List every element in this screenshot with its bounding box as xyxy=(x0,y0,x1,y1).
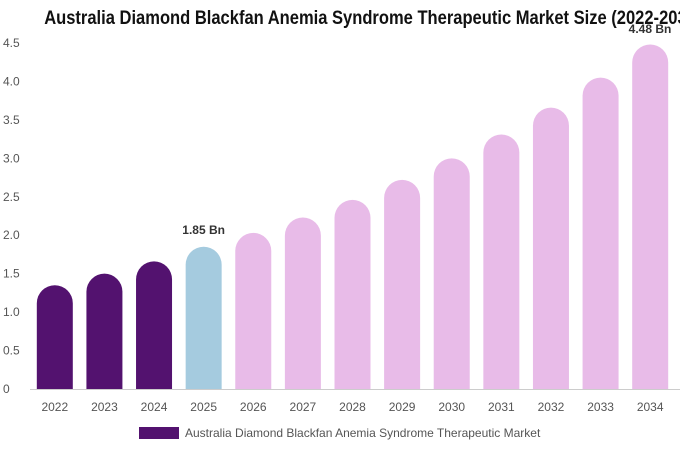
bar-2030 xyxy=(433,158,470,389)
y-axis: 0 0.5 1.0 1.5 2.0 2.5 3.0 3.5 4.0 4.5 xyxy=(3,36,20,396)
x-tick-label: 2024 xyxy=(141,400,168,414)
y-tick-label: 1.0 xyxy=(3,305,20,319)
legend: Australia Diamond Blackfan Anemia Syndro… xyxy=(139,425,540,441)
bar-2027 xyxy=(284,217,321,389)
legend-label: Australia Diamond Blackfan Anemia Syndro… xyxy=(185,426,541,440)
y-tick-label: 4.0 xyxy=(3,74,20,88)
y-tick-label: 2.0 xyxy=(3,228,20,242)
x-tick-label: 2034 xyxy=(637,400,664,414)
bar-2023 xyxy=(86,273,123,389)
bar-2033 xyxy=(582,77,619,389)
bars-group xyxy=(36,44,669,389)
data-label-2025: 1.85 Bn xyxy=(182,223,225,237)
y-tick-label: 3.0 xyxy=(3,151,20,165)
x-tick-label: 2027 xyxy=(290,400,317,414)
x-tick-label: 2028 xyxy=(339,400,366,414)
y-tick-label: 2.5 xyxy=(3,190,20,204)
x-tick-label: 2033 xyxy=(587,400,614,414)
y-tick-label: 4.5 xyxy=(3,36,20,50)
bar-2022 xyxy=(36,285,73,389)
bar-2024 xyxy=(136,261,173,389)
x-tick-label: 2025 xyxy=(190,400,217,414)
bar-2029 xyxy=(384,179,421,389)
x-tick-label: 2026 xyxy=(240,400,267,414)
bar-2028 xyxy=(334,199,371,389)
bar-2026 xyxy=(235,232,272,389)
x-tick-label: 2022 xyxy=(41,400,68,414)
data-labels-group: 1.85 Bn 4.48 Bn xyxy=(182,22,671,237)
x-tick-label: 2031 xyxy=(488,400,515,414)
chart-title: Australia Diamond Blackfan Anemia Syndro… xyxy=(44,8,680,29)
bar-2025 xyxy=(185,246,222,389)
x-tick-label: 2032 xyxy=(538,400,565,414)
data-label-2034: 4.48 Bn xyxy=(629,22,672,36)
x-tick-label: 2029 xyxy=(389,400,416,414)
x-axis: 2022 2023 2024 2025 2026 2027 2028 2029 2030 2031… xyxy=(41,400,663,414)
legend-swatch xyxy=(139,427,179,439)
bar-2031 xyxy=(483,134,520,389)
bar-2034 xyxy=(632,44,669,389)
y-tick-label: 3.5 xyxy=(3,113,20,127)
bar-2032 xyxy=(532,107,569,389)
x-tick-label: 2030 xyxy=(438,400,465,414)
y-tick-label: 1.5 xyxy=(3,267,20,281)
x-tick-label: 2023 xyxy=(91,400,118,414)
y-tick-label: 0 xyxy=(3,382,10,396)
y-tick-label: 0.5 xyxy=(3,344,20,358)
